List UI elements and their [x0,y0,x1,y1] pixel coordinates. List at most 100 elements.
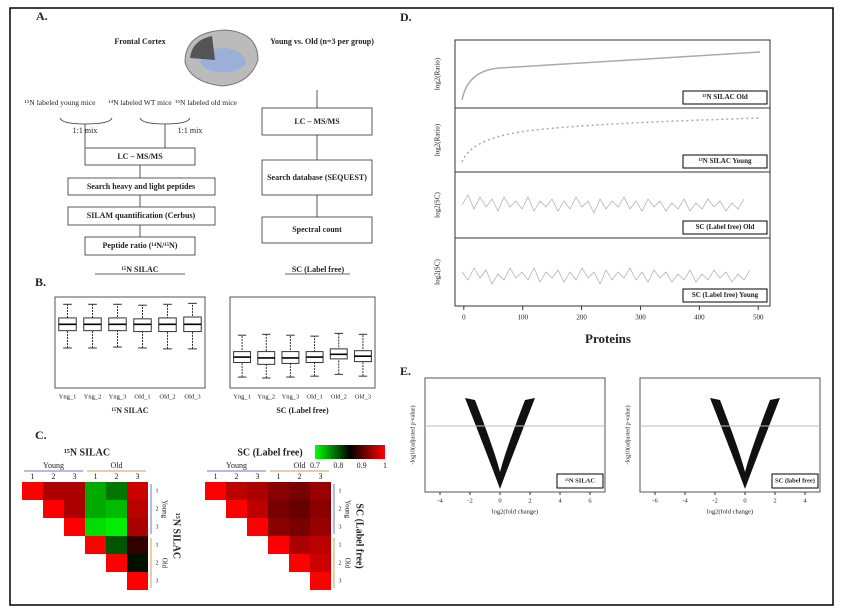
texture [461,51,761,285]
heatmap-cell [310,572,331,590]
x-tick-label: Old_1 [134,393,150,400]
flow-title: SC (Label free) [292,265,345,274]
replicate-label: 3 [339,578,342,584]
heatmap-cell [310,536,331,554]
replicate-label: 3 [156,524,159,530]
x-tick-label: 500 [753,314,764,322]
x-tick-label: Old_2 [159,393,175,400]
group-label: Young [43,461,64,470]
x-tick-label: -2 [467,497,472,504]
replicate-label: 1 [339,542,342,548]
group-label: Young [226,461,247,470]
replicate-label: 2 [235,472,239,481]
brain-icon [184,29,259,87]
x-tick-label: 200 [576,314,587,322]
plot-label: SC (label free) [775,477,815,484]
x-tick-label: -6 [652,497,658,504]
group-label: Old [294,461,306,470]
x-tick-label: Yng_3 [282,393,300,400]
flow-box [84,236,196,256]
panel-label: B. [35,275,46,289]
heatmap-cell [289,518,310,536]
y-axis-title: log2(SC) [434,191,442,217]
heatmap-cell [43,482,64,500]
texture [465,398,535,489]
heatmap-cell [106,500,127,518]
texture [710,398,780,489]
heatmap-cell [64,500,85,518]
heatmap-cell [310,500,331,518]
replicate-label: 2 [115,472,119,481]
replicate-label: 1 [156,542,159,548]
strip-label-box [682,288,768,303]
replicate-label: 1 [31,472,35,481]
strip-label: SC (Label free) Old [696,223,755,231]
y-axis-title: log2(Ratio) [434,123,442,156]
x-tick-label: 100 [517,314,528,322]
replicate-label: 2 [298,472,302,481]
plot-label-box [771,473,819,489]
replicate-label: 3 [256,472,260,481]
heatmap-cell [289,536,310,554]
plot-title: ¹⁵N SILAC [111,406,148,415]
y-axis-title: log2(Ratio) [434,57,442,90]
heatmap-cell [127,572,148,590]
x-tick-label: Old_2 [331,393,347,400]
replicate-label: 1 [94,472,98,481]
panel-label: C. [35,428,47,442]
x-tick-label: Old_3 [184,393,200,400]
x-tick-label: 0 [462,314,466,322]
flow-box [84,147,196,166]
strip-label: ¹⁵N SILAC Old [702,93,748,101]
heatmap-cell [64,482,85,500]
replicate-label: 1 [156,488,159,494]
mouse-group: ¹⁵N labeled young mice [24,98,96,107]
group-label: Young [160,500,168,519]
heatmap-cell [127,482,148,500]
x-tick-label: Yng_1 [233,393,251,400]
plot-label: ¹⁵N SILAC [565,477,595,484]
heatmap-title: ¹⁵N SILAC [64,447,110,458]
group-label: Old [160,558,168,569]
panel-label: A. [36,9,48,23]
flow-step: LC – MS/MS [294,117,340,126]
heatmap-cell [85,482,106,500]
heatmap-cell [226,500,247,518]
strip-label-box [682,220,768,235]
y-axis-title: -log10(adjusted p-value) [409,405,416,464]
replicate-label: 3 [319,472,323,481]
heatmap-cell [127,500,148,518]
legend-tick-label: 0.8 [333,461,343,470]
heatmap-cell [106,554,127,572]
strip-label-box [682,154,768,169]
heatmap-cell [247,500,268,518]
heatmap-cell [127,554,148,572]
y-axis-title: log2(SC) [434,258,442,284]
x-tick-label: Yng_2 [257,393,275,400]
flow-title: ¹⁵N SILAC [121,265,158,274]
heatmap-cell [247,482,268,500]
replicate-label: 2 [339,506,342,512]
flow-step: LC – MS/MS [117,152,163,161]
x-tick-label: 4 [558,497,562,504]
flow-step: Search heavy and light peptides [87,182,195,191]
heatmap-cell [289,554,310,572]
heatmap-cell [64,518,85,536]
x-tick-label: Old_1 [306,393,322,400]
plot-frame [54,296,206,389]
box [133,318,152,333]
heatmap-cell [310,554,331,572]
plot-frame [424,377,606,493]
replicate-label: 1 [214,472,218,481]
x-tick-label: Yng_3 [109,393,127,400]
panel-label: D. [400,10,412,24]
x-tick-label: 2 [773,497,776,504]
x-tick-label: -4 [437,497,443,504]
y-axis-title: -log10(adjusted p-value) [624,405,631,464]
heatmap-cell [106,536,127,554]
x-tick-label: 300 [635,314,646,322]
heatmap-cell [310,518,331,536]
region: Frontal Cortex [114,37,165,46]
flow-box [261,159,373,196]
